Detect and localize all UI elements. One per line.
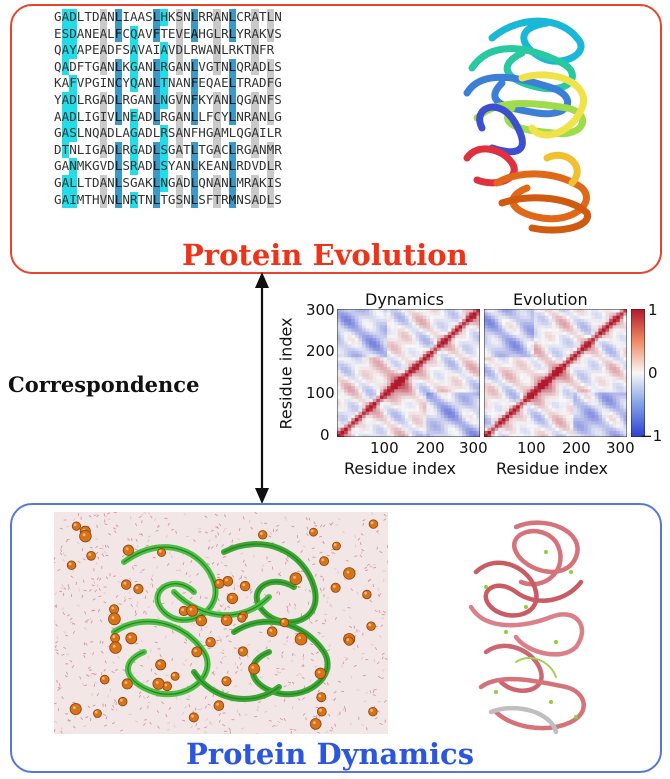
colorbar-tick-1: 1 bbox=[648, 301, 658, 319]
heatmap-evolution-title: Evolution bbox=[513, 290, 588, 309]
sequence-row: GAIMTHVNLNRTNLTGSNLSFTRMNSADLS bbox=[54, 191, 282, 209]
sequence-row: DTNLIGADLRGADLSGATLTGACLRGANMR bbox=[54, 141, 282, 159]
protein-evolution-title: Protein Evolution bbox=[182, 238, 468, 272]
protein-dynamics-title: Protein Dynamics bbox=[186, 737, 475, 771]
ytick-200: 200 bbox=[306, 342, 335, 360]
protein-evolution-panel bbox=[10, 4, 662, 274]
ytick-100: 100 bbox=[306, 384, 335, 402]
colorbar-tick-0: 0 bbox=[648, 364, 658, 382]
xtick-left-300: 300 bbox=[459, 439, 488, 457]
sequence-alignment: GADLTDANLIAASLHKSNLRRANLCRATLN ESDANEALFC… bbox=[54, 9, 282, 209]
sequence-row: GADLTDANLIAASLHKSNLRRANLCRATLN bbox=[54, 9, 282, 26]
heatmap-xlabel-left: Residue index bbox=[344, 459, 457, 478]
protein-dynamics-panel bbox=[10, 503, 662, 773]
xtick-right-300: 300 bbox=[606, 439, 635, 457]
heatmap-dynamics-title: Dynamics bbox=[365, 290, 444, 309]
sequence-row: GALLTDANLSGAKLNGADLQNANLMRAKIS bbox=[54, 174, 282, 192]
sequence-row: ESDANEALFCQAVFTEVEAHGLRLYRAKVS bbox=[54, 25, 282, 43]
colorbar bbox=[631, 309, 645, 437]
heatmap-xlabel-right: Residue index bbox=[496, 459, 609, 478]
protein-structure-ribbon-top bbox=[463, 17, 591, 234]
ytick-0: 0 bbox=[320, 426, 330, 444]
xtick-left-200: 200 bbox=[416, 439, 445, 457]
colorbar-tick-neg1: −1 bbox=[640, 427, 663, 445]
correspondence-label: Correspondence bbox=[8, 372, 200, 397]
sequence-row: GANMKGVDLSRADLSYANLKEANLRDVDLR bbox=[54, 158, 282, 175]
sequence-row: AADLIGIVLNEADLRGANLLFCYLNRANLG bbox=[54, 108, 282, 126]
xtick-right-100: 100 bbox=[517, 439, 546, 457]
sequence-row: YADLRGADLRGANLNGVNFKYANLQGANFS bbox=[54, 91, 282, 109]
sequence-row: QAYAPEADFSAVAIAVDLRWANLRKTNFR bbox=[54, 42, 275, 59]
sequence-row: GASLNQADLAGADLRSANFHGAMLQGAILR bbox=[54, 125, 282, 142]
heatmap-evolution bbox=[484, 309, 627, 437]
heatmap-dynamics bbox=[337, 309, 480, 437]
xtick-left-100: 100 bbox=[370, 439, 399, 457]
correspondence-arrow bbox=[255, 272, 269, 504]
sequence-row: KAFVPGINCYQANLTNANFEQAELTRADFG bbox=[54, 75, 282, 92]
md-simulation-snapshot bbox=[54, 512, 388, 734]
xtick-right-200: 200 bbox=[562, 439, 591, 457]
ytick-300: 300 bbox=[306, 301, 335, 319]
protein-structure-tube-bottom bbox=[468, 520, 586, 735]
heatmap-ylabel: Residue index bbox=[276, 317, 296, 430]
sequence-row: QADFTGANLKGANLRGANLVGTNLQRADLS bbox=[54, 58, 282, 76]
